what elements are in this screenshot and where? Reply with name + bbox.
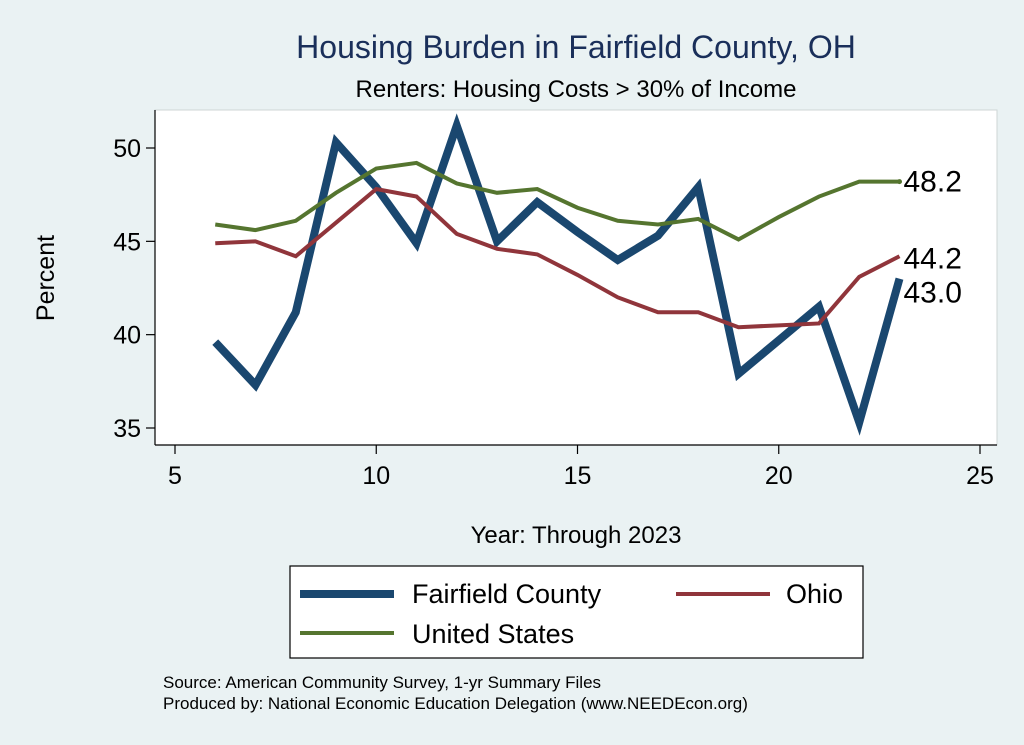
end-label-fairfield: 43.0 xyxy=(904,277,962,310)
y-tick-label: 45 xyxy=(113,228,141,256)
producer-note: Produced by: National Economic Education… xyxy=(163,694,748,713)
x-tick-label: 10 xyxy=(362,462,390,490)
legend-label-ohio: Ohio xyxy=(786,579,843,609)
legend: Fairfield County Ohio United States xyxy=(289,565,864,659)
legend-box xyxy=(289,565,864,659)
legend-label-us: United States xyxy=(412,619,574,649)
y-axis-ticks: 35 40 45 50 xyxy=(113,135,155,443)
y-tick-label: 50 xyxy=(113,135,141,163)
y-tick-label: 40 xyxy=(113,322,141,350)
series-line-fairfield xyxy=(212,113,904,436)
x-tick-label: 5 xyxy=(168,462,182,490)
y-axis-label: Percent xyxy=(32,235,60,321)
y-tick-label: 35 xyxy=(113,415,141,443)
x-tick-label: 20 xyxy=(765,462,793,490)
x-tick-label: 25 xyxy=(966,462,994,490)
source-note: Source: American Community Survey, 1-yr … xyxy=(163,673,601,692)
x-axis-label: Year: Through 2023 xyxy=(471,522,682,549)
end-labels: 43.044.2 48.2 xyxy=(897,166,962,310)
end-label-ohio: 44.2 xyxy=(904,242,962,275)
series-group xyxy=(212,113,904,436)
series-line-ohio xyxy=(215,186,901,330)
x-axis-ticks: 5 10 15 20 25 xyxy=(168,445,994,490)
chart-subtitle: Renters: Housing Costs > 30% of Income xyxy=(356,76,797,103)
x-tick-label: 15 xyxy=(564,462,592,490)
legend-label-fairfield: Fairfield County xyxy=(412,579,602,609)
chart-title: Housing Burden in Fairfield County, OH xyxy=(296,29,856,65)
series-line-us xyxy=(214,160,900,242)
end-marker-us xyxy=(897,179,902,185)
end-label-us: 48.2 xyxy=(904,166,962,199)
